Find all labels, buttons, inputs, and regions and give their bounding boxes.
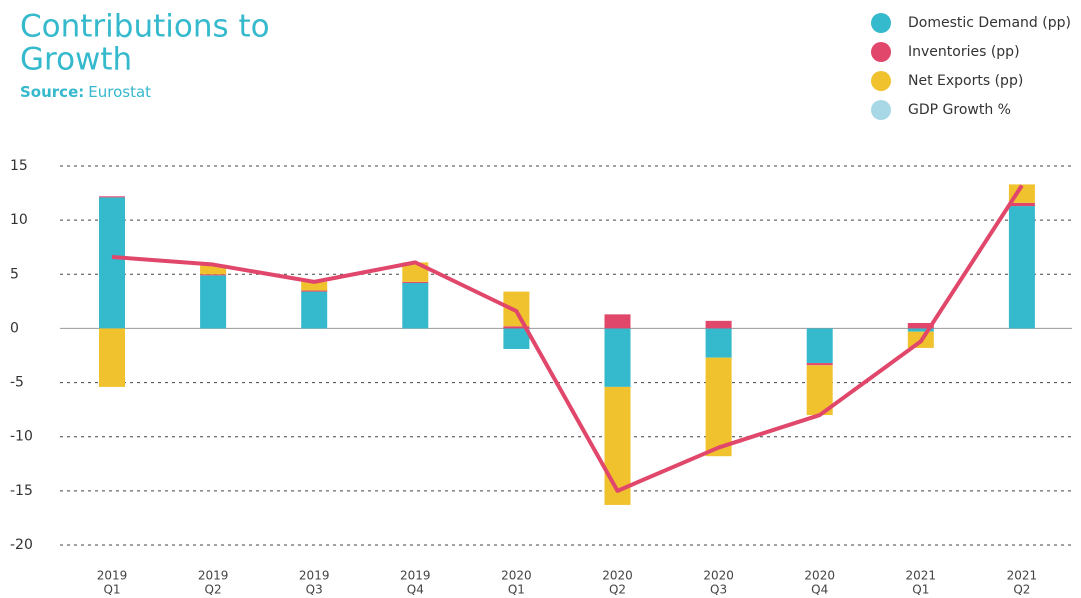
bar-segment [806,363,833,366]
bar-segment [301,290,328,292]
legend-label: Domestic Demand (pp) [908,15,1071,31]
source-label: Source: [20,83,84,101]
x-tick-label: 2020 [703,569,734,583]
x-tick-label: Q3 [710,583,727,597]
legend-swatch [871,42,891,62]
x-tick-label: 2019 [97,569,128,583]
x-tick-label: Q3 [306,583,323,597]
chart-title-line-2: Growth [20,42,132,78]
bar-segment [1008,206,1035,329]
x-tick-label: Q1 [508,583,525,597]
y-tick-label: -20 [10,537,33,553]
x-tick-label: Q4 [407,583,424,597]
y-tick-label: -10 [10,429,33,445]
bar-segment [301,291,328,329]
x-tick-label: 2020 [602,569,633,583]
bar-segment [806,328,833,364]
bar-segment [705,320,732,329]
source: Eurostat [88,83,151,101]
bar-segment [200,264,227,275]
x-tick-label: 2021 [1007,569,1038,583]
x-tick-label: 2019 [299,569,330,583]
x-tick-label: 2020 [501,569,532,583]
y-tick-label: 0 [10,320,19,336]
y-tick-label: 5 [10,266,19,282]
bar-segment [99,196,125,198]
y-tick-label: -15 [10,483,33,499]
y-tick-label: 10 [10,212,28,228]
bar-segment [99,328,125,387]
bar-segment [604,328,631,387]
x-tick-label: Q2 [205,583,222,597]
x-tick-label: Q1 [912,583,929,597]
x-tick-label: 2019 [400,569,431,583]
gdp-line [111,184,1024,493]
legend-label: Inventories (pp) [908,44,1020,60]
x-tick-label: 2019 [198,569,229,583]
x-tick-label: Q2 [1013,583,1030,597]
bar-segment [402,282,429,329]
bar-segment [705,328,732,358]
bar-segment [907,323,934,329]
bar-segment [402,281,429,283]
legend-swatch [871,100,891,120]
x-tick-label: Q1 [103,583,120,597]
bar-segment [503,328,530,350]
x-tick-label: 2020 [804,569,835,583]
bar-segment [907,328,934,332]
x-tick-label: Q2 [609,583,626,597]
bar-segment [503,326,530,329]
y-tick-label: -5 [10,375,24,391]
x-tick-label: 2021 [906,569,937,583]
bar-segment [705,357,732,457]
bar-segment [604,314,631,329]
bar-segment [200,275,227,329]
bar-segment [1008,202,1035,207]
legend-label: GDP Growth % [908,102,1011,118]
bar-segment [200,274,227,276]
x-tick-label: Q4 [811,583,828,597]
y-tick-label: 15 [10,158,28,174]
source-line: Source: Eurostat [20,83,151,101]
legend-swatch [871,13,891,33]
legend-label: Net Exports (pp) [908,73,1023,89]
legend-swatch [871,71,891,91]
chart-title-line-1: Contributions to [20,9,270,45]
bar-segment [301,281,328,291]
bar-segment [99,197,125,329]
